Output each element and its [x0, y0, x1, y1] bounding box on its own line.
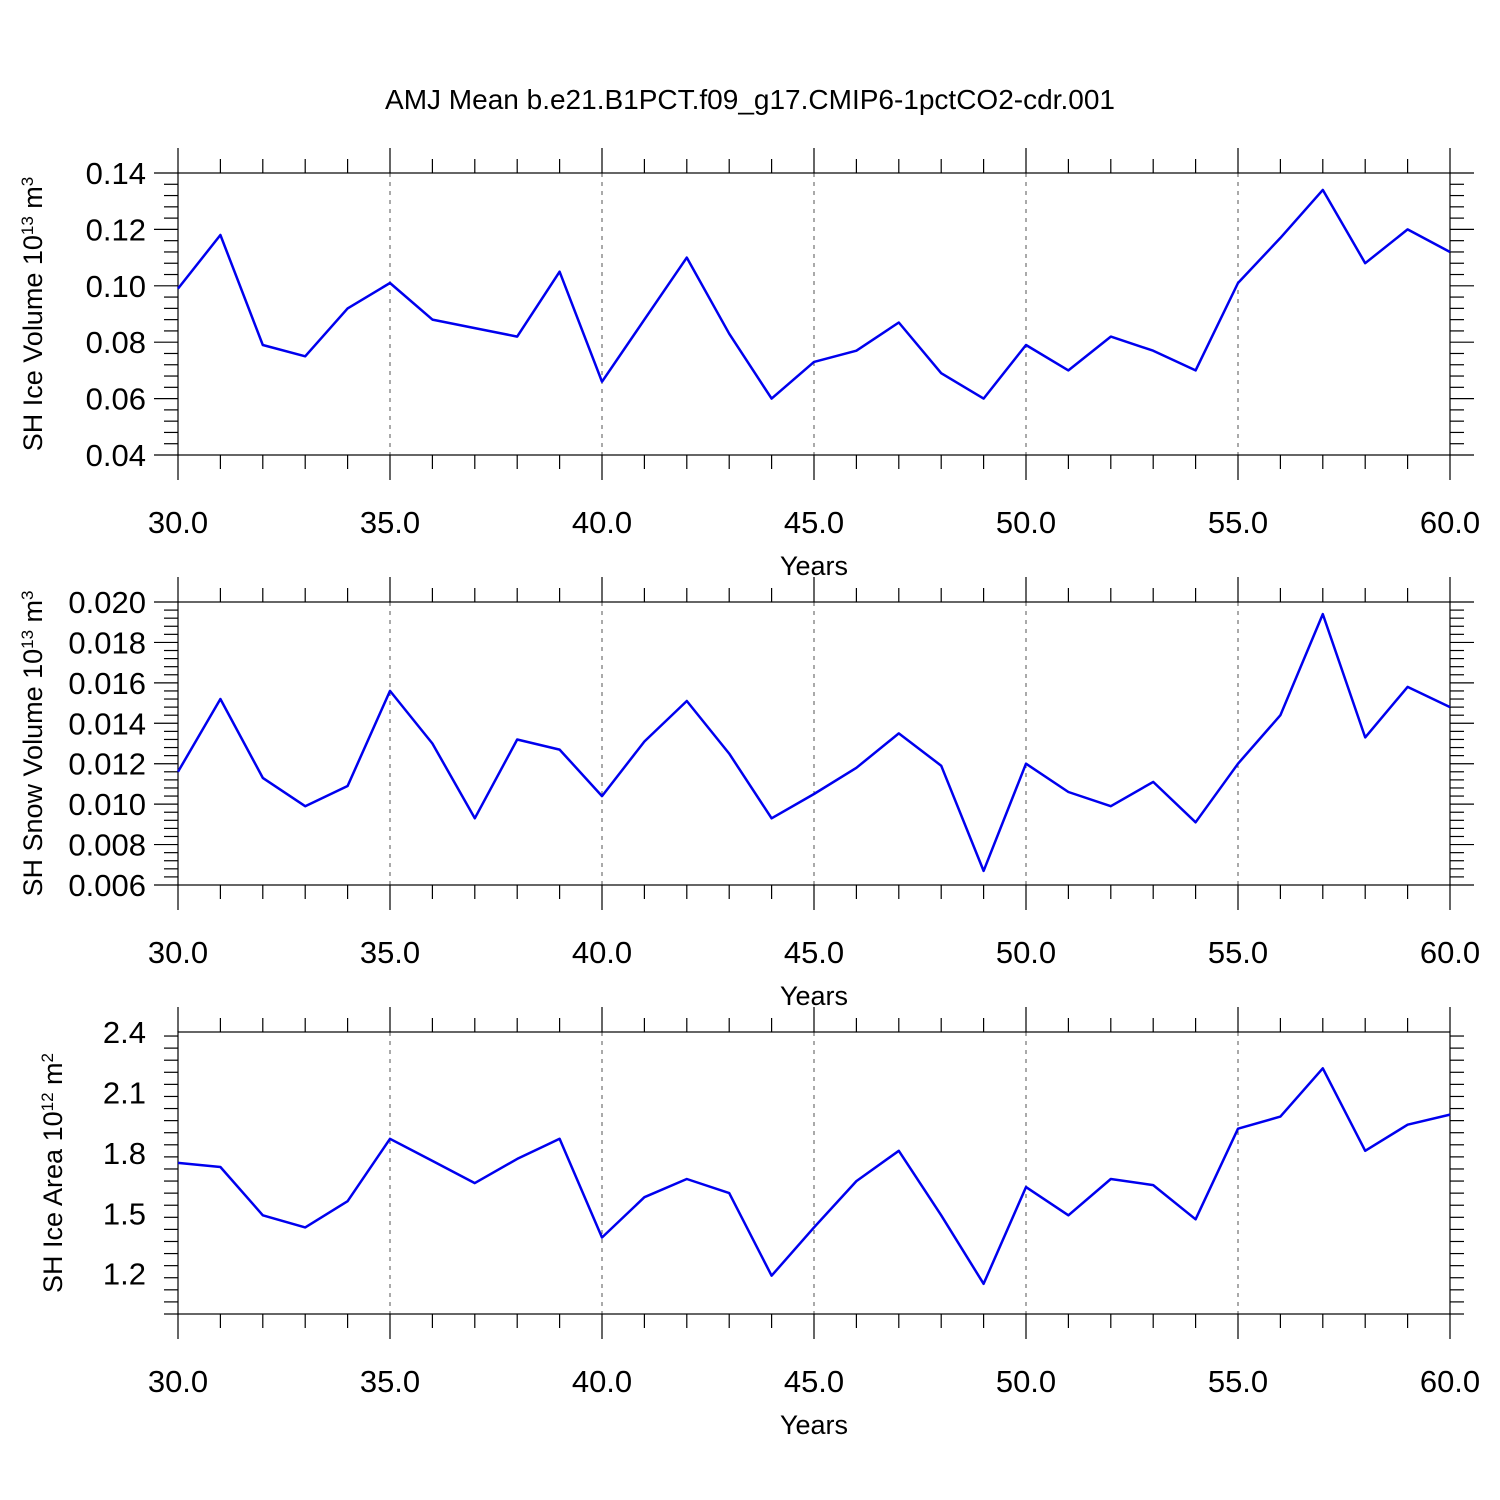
x-tick-label: 45.0: [784, 1364, 844, 1399]
plot-frame: [177, 601, 1451, 886]
y-tick-label: 0.010: [68, 787, 146, 822]
y-tick-label: 0.016: [68, 666, 146, 701]
y-tick-label: 0.08: [86, 325, 146, 360]
x-tick-label: 60.0: [1420, 1364, 1480, 1399]
plot-frame: [177, 1031, 1451, 1315]
y-axis-label-text: SH Snow Volume 10: [18, 649, 48, 897]
x-tick-label: 40.0: [572, 1364, 632, 1399]
x-tick-label: 40.0: [572, 935, 632, 970]
y-tick-label: 0.018: [68, 625, 146, 660]
y-tick-label: 0.012: [68, 747, 146, 782]
x-tick-label: 55.0: [1208, 1364, 1268, 1399]
x-tick-label: 45.0: [784, 935, 844, 970]
y-tick-label: 1.5: [103, 1196, 146, 1231]
x-tick-label: 55.0: [1208, 935, 1268, 970]
y-tick-label: 1.8: [103, 1136, 146, 1171]
x-tick-label: 50.0: [996, 1364, 1056, 1399]
x-axis-label: Years: [780, 981, 848, 1011]
x-tick-label: 50.0: [996, 935, 1056, 970]
plot-frame: [177, 172, 1451, 456]
y-tick-label: 0.020: [68, 585, 146, 620]
y-tick-label: 0.014: [68, 706, 146, 741]
y-axis-label-superscript: 12: [38, 1092, 57, 1111]
x-tick-label: 35.0: [360, 935, 420, 970]
panel-1: 30.0 35.0 40.0 45.0 50.0 55.0 60.0 Years 0.04 0.0…: [18, 148, 1480, 581]
y-axis-label-superscript: 2: [38, 1053, 57, 1062]
y-tick-label: 2.1: [103, 1075, 146, 1110]
y-axis-label-text: m: [18, 186, 48, 216]
x-tick-label: 60.0: [1420, 505, 1480, 540]
y-tick-label: 0.12: [86, 212, 146, 247]
x-tick-label: 30.0: [148, 1364, 208, 1399]
x-tick-label: 40.0: [572, 505, 632, 540]
y-tick-label: 2.4: [103, 1015, 146, 1050]
y-axis-label-text: SH Ice Area 10: [38, 1111, 68, 1293]
x-tick-label: 50.0: [996, 505, 1056, 540]
y-tick-label: 1.2: [103, 1257, 146, 1292]
y-tick-label: 0.006: [68, 868, 146, 903]
x-axis-label: Years: [780, 551, 848, 581]
y-axis-label-superscript: 13: [18, 216, 37, 235]
figure-title: AMJ Mean b.e21.B1PCT.f09_g17.CMIP6-1pctC…: [385, 84, 1115, 115]
x-tick-label: 30.0: [148, 505, 208, 540]
x-axis-label: Years: [780, 1410, 848, 1440]
x-tick-label: 45.0: [784, 505, 844, 540]
y-axis-label-text: SH Ice Volume 10: [18, 235, 48, 451]
x-tick-label: 30.0: [148, 935, 208, 970]
panel-3: 30.0 35.0 40.0 45.0 50.0 55.0 60.0 Years 1.2 1.5 1…: [38, 1007, 1480, 1440]
x-tick-label: 60.0: [1420, 935, 1480, 970]
y-axis-label-text: m: [38, 1062, 68, 1092]
x-tick-label: 35.0: [360, 505, 420, 540]
y-axis-label: SH Snow Volume 1013 m3: [18, 590, 48, 896]
y-tick-label: 0.008: [68, 828, 146, 863]
y-axis-label-text: m: [18, 600, 48, 630]
series-line: [176, 612, 1451, 873]
y-tick-label: 0.10: [86, 269, 146, 304]
y-axis-label: SH Ice Volume 1013 m3: [18, 177, 48, 452]
x-tick-label: 35.0: [360, 1364, 420, 1399]
series-line: [177, 1067, 1451, 1286]
y-tick-label: 0.04: [86, 438, 146, 473]
x-tick-label: 55.0: [1208, 505, 1268, 540]
series-line: [177, 188, 1451, 400]
y-tick-label: 0.14: [86, 156, 146, 191]
y-axis-label-superscript: 3: [18, 177, 37, 186]
y-axis-label: SH Ice Area 1012 m2: [38, 1053, 68, 1293]
y-axis-label-superscript: 3: [18, 590, 37, 599]
y-tick-label: 0.06: [86, 382, 146, 417]
y-axis-label-superscript: 13: [18, 630, 37, 649]
panel-2: 30.0 35.0 40.0 45.0 50.0 55.0 60.0 Years 0.006 0.…: [18, 577, 1480, 1011]
